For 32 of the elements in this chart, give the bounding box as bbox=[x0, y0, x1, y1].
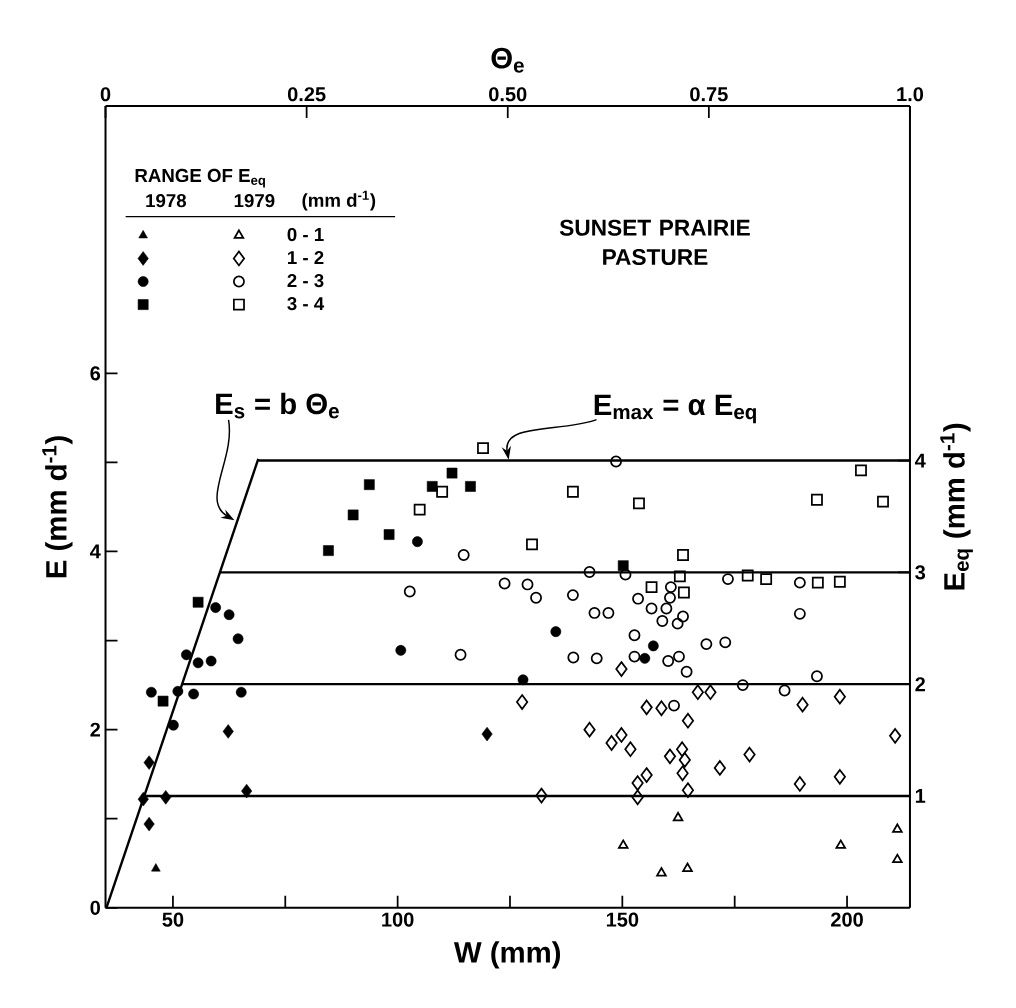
y2-tick-label: 3 bbox=[915, 565, 926, 580]
legend-title: RANGE OF E$_{eq}$ bbox=[135, 168, 265, 188]
x-tick-label: 200 bbox=[831, 912, 863, 927]
annotation: 1978 bbox=[146, 193, 187, 208]
y2-tick-label: 4 bbox=[914, 453, 926, 468]
text: SUNSET PRAIRIE PASTURE bbox=[559, 219, 750, 265]
annotation: E$_{s}$ = b Θ$_{e}$ bbox=[216, 392, 339, 419]
y-tick-label: 6 bbox=[90, 366, 101, 381]
x2-axis-title: Θ$_{e}$ bbox=[491, 47, 524, 73]
legend-label: 2 - 3 bbox=[287, 273, 324, 288]
y2-axis-title: E$_{eq}$ (mm d$^{-1}$) bbox=[940, 423, 973, 590]
annotation: E$_{max}$ = α E$_{eq}$ bbox=[594, 394, 756, 424]
x2-tick-label: 0.50 bbox=[489, 87, 527, 102]
x2-tick-label: 0.75 bbox=[690, 87, 728, 102]
x-axis-title: W (mm) bbox=[453, 941, 561, 969]
y-tick-label: 2 bbox=[90, 722, 100, 737]
legend-label: 0 - 1 bbox=[287, 227, 324, 242]
legend-label: 3 - 4 bbox=[287, 296, 325, 311]
x-tick-label: 50 bbox=[162, 912, 184, 927]
x-tick-label: 100 bbox=[382, 912, 414, 927]
x-tick-label: 150 bbox=[606, 912, 639, 927]
y-tick-label: 0 bbox=[90, 900, 100, 915]
annotation: 1979 bbox=[234, 193, 275, 208]
x2-tick-label: 0 bbox=[100, 87, 111, 102]
legend-label: 1 - 2 bbox=[288, 250, 324, 264]
y-axis-title: E (mm d$^{-1}$) bbox=[42, 436, 73, 578]
y2-tick-label: 2 bbox=[915, 677, 925, 692]
x2-tick-label: 1.0 bbox=[897, 87, 924, 102]
annotation: (mm d$^{-1}$) bbox=[302, 190, 376, 211]
y-tick-label: 4 bbox=[89, 544, 101, 559]
x2-tick-label: 0.25 bbox=[287, 87, 326, 102]
y2-tick-label: 1 bbox=[915, 789, 926, 803]
